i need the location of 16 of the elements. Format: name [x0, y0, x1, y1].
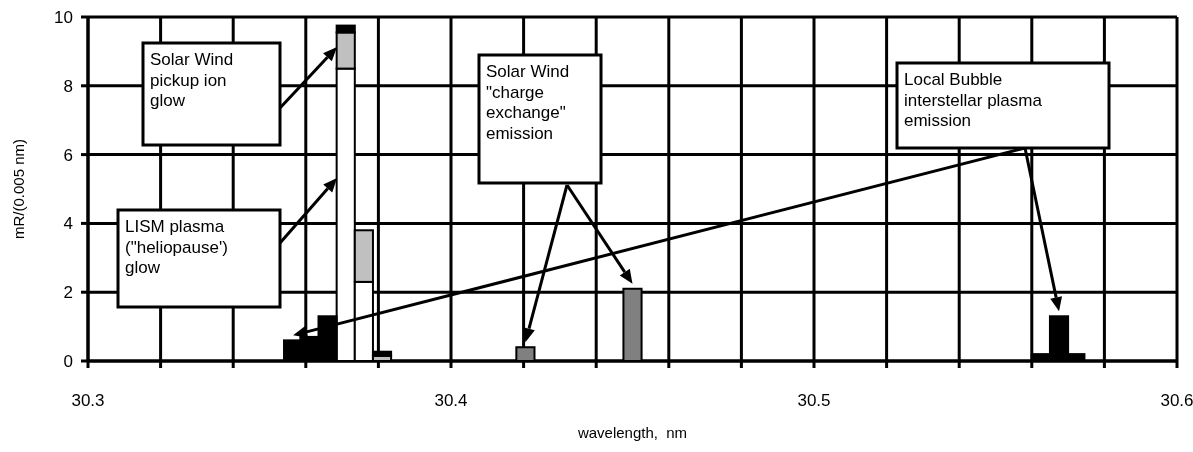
y-axis-title: mR/(0.005 nm)	[10, 138, 27, 240]
y-tick-label: 4	[63, 214, 73, 234]
x-tick-label: 30.6	[1160, 391, 1193, 410]
annotation: Solar Wind pickup ion glow	[150, 50, 234, 110]
x-tick-label: 30.5	[797, 391, 831, 410]
y-tick-label: 0	[63, 352, 73, 371]
x-tick-label: 30.4	[434, 391, 468, 410]
annotation: Solar Wind "charge exchange" emission	[486, 62, 570, 143]
x-tick-label: 30.3	[71, 391, 105, 410]
x-axis-title: wavelength, nm	[576, 424, 688, 441]
y-tick-label: 10	[54, 8, 73, 27]
y-tick-label: 6	[63, 145, 73, 165]
y-tick-label: 8	[63, 76, 73, 96]
annotation: Local Bubble interstellar plasma emission	[904, 70, 1043, 130]
annotation: LISM plasma ("heliopause') glow	[125, 217, 228, 277]
y-tick-label: 2	[63, 283, 73, 303]
